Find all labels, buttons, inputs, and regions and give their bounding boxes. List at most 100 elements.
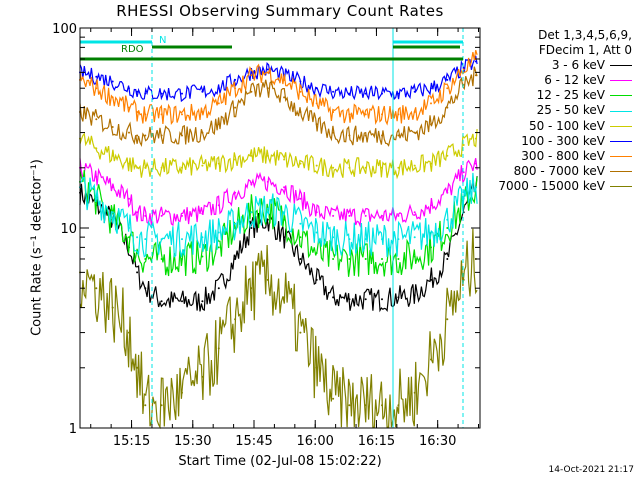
data-point — [299, 236, 302, 239]
data-point — [160, 92, 163, 95]
data-point — [217, 287, 220, 290]
data-point — [364, 92, 367, 95]
y-tick-label: 10 — [60, 222, 77, 237]
legend-entry: 300 - 800 keV — [470, 149, 638, 164]
data-point — [217, 204, 220, 207]
data-point — [413, 164, 416, 167]
data-point — [315, 231, 318, 234]
data-point — [446, 106, 449, 109]
data-point — [144, 404, 147, 407]
data-point — [430, 162, 432, 165]
series-7 — [79, 50, 478, 126]
data-point — [266, 180, 269, 183]
data-point — [397, 258, 400, 260]
data-point — [128, 331, 130, 334]
data-point — [430, 358, 432, 361]
legend-entry: 7000 - 15000 keV — [470, 179, 638, 194]
data-point — [462, 67, 465, 70]
legend-swatch — [610, 110, 632, 112]
data-point — [201, 375, 204, 378]
data-point — [266, 278, 269, 281]
data-point — [181, 214, 183, 217]
legend-swatch — [610, 140, 632, 142]
data-point — [283, 211, 286, 214]
footer-timestamp: 14-Oct-2021 21:17 — [548, 465, 634, 475]
series-9 — [79, 228, 478, 430]
data-point — [217, 87, 220, 90]
data-point — [283, 236, 286, 239]
data-point — [181, 92, 183, 95]
data-point — [234, 318, 237, 321]
data-point — [250, 227, 253, 229]
data-point — [364, 166, 367, 169]
data-point — [332, 111, 335, 113]
data-point — [332, 397, 335, 400]
data-point — [266, 218, 269, 221]
data-point — [250, 90, 253, 93]
data-point — [397, 404, 400, 407]
data-point — [95, 175, 98, 178]
series-line — [79, 50, 478, 126]
data-point — [160, 113, 163, 116]
data-point — [136, 211, 139, 214]
data-point — [136, 166, 139, 169]
data-point — [201, 212, 204, 215]
data-point — [430, 102, 432, 105]
legend-entry: 50 - 100 keV — [470, 119, 638, 134]
data-point — [181, 238, 183, 241]
data-point — [266, 154, 269, 157]
data-point — [430, 278, 432, 281]
data-point — [160, 300, 163, 303]
data-point — [95, 147, 98, 150]
night-label: N — [159, 35, 166, 46]
data-point — [413, 255, 416, 258]
data-point — [397, 296, 400, 299]
data-point — [111, 154, 114, 157]
data-point — [95, 75, 98, 78]
overlay-layer: RDO N — [79, 28, 464, 428]
data-point — [201, 300, 204, 303]
data-point — [474, 137, 477, 140]
legend-swatch — [610, 185, 632, 187]
data-point — [250, 154, 253, 157]
x-tick-label: 16:15 — [358, 434, 395, 449]
x-tick-label: 16:00 — [296, 434, 333, 449]
data-point — [413, 294, 416, 297]
data-point — [201, 255, 204, 258]
data-point — [474, 186, 477, 189]
data-point — [299, 258, 302, 260]
data-point — [397, 92, 400, 95]
data-point — [111, 96, 114, 99]
series-line — [79, 228, 478, 430]
legend-entry: 25 - 50 keV — [470, 103, 638, 118]
data-point — [430, 231, 432, 234]
data-point — [136, 134, 139, 137]
data-point — [234, 87, 237, 90]
data-point — [315, 366, 318, 369]
data-point — [397, 134, 400, 137]
data-point — [413, 391, 416, 394]
data-point — [348, 166, 351, 169]
data-point — [250, 71, 253, 74]
data-point — [234, 106, 237, 109]
data-point — [144, 238, 147, 241]
legend-header-line-2: FDecim 1, Att 0 — [538, 43, 632, 58]
series-line — [79, 129, 478, 180]
legend-swatch — [610, 155, 632, 157]
data-point — [299, 80, 302, 83]
data-point — [381, 238, 383, 241]
data-point — [95, 87, 98, 90]
data-point — [128, 197, 130, 200]
data-point — [217, 162, 220, 165]
data-point — [111, 306, 114, 309]
legend-entry-label: 50 - 100 keV — [528, 118, 605, 133]
data-point — [430, 204, 432, 207]
data-point — [446, 191, 449, 194]
data-point — [397, 166, 400, 169]
data-point — [364, 298, 367, 301]
data-point — [332, 131, 335, 134]
data-point — [364, 404, 367, 407]
data-point — [348, 113, 351, 116]
data-point — [397, 113, 400, 116]
legend-entry: 100 - 300 keV — [470, 134, 638, 149]
